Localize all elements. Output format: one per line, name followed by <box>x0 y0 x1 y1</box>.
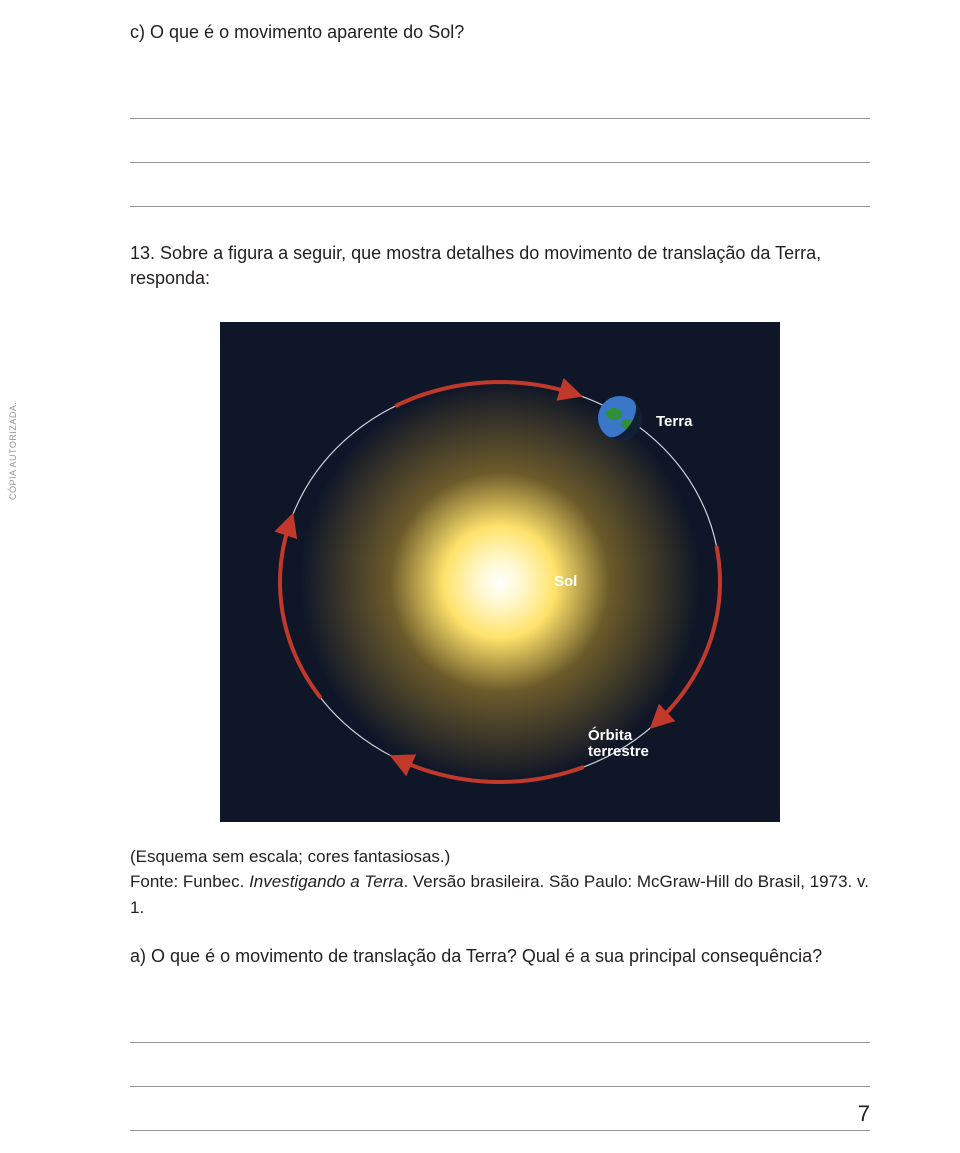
question-c-text: O que é o movimento aparente do Sol? <box>150 22 464 42</box>
caption-src-pre: Fonte: Funbec. <box>130 872 249 891</box>
question-13a: a) O que é o movimento de translação da … <box>130 944 870 969</box>
question-13a-text: O que é o movimento de translação da Ter… <box>151 946 822 966</box>
question-13-prefix: 13. <box>130 243 155 263</box>
answer-line[interactable] <box>130 1087 870 1131</box>
question-c: c) O que é o movimento aparente do Sol? <box>130 20 870 45</box>
orbit-svg <box>220 322 780 822</box>
caption-src-italic: Investigando a Terra <box>249 872 403 891</box>
question-13: 13. Sobre a figura a seguir, que mostra … <box>130 241 870 291</box>
label-orbita: Órbita terrestre <box>588 728 649 761</box>
answer-lines-13a <box>130 999 870 1131</box>
question-13a-prefix: a) <box>130 946 146 966</box>
answer-line[interactable] <box>130 163 870 207</box>
page-number: 7 <box>858 1101 870 1127</box>
question-13-text: Sobre a figura a seguir, que mostra deta… <box>130 243 821 288</box>
diagram-wrap: Terra Sol Órbita terrestre <box>220 322 780 822</box>
label-terra: Terra <box>656 414 692 431</box>
answer-line[interactable] <box>130 999 870 1043</box>
diagram-caption: (Esquema sem escala; cores fantasiosas.)… <box>130 844 870 921</box>
caption-line-1: (Esquema sem escala; cores fantasiosas.) <box>130 844 870 870</box>
orbit-diagram: Terra Sol Órbita terrestre <box>220 322 780 822</box>
answer-line[interactable] <box>130 119 870 163</box>
watermark: CÓPIA AUTORIZADA. <box>8 402 18 500</box>
caption-line-2: Fonte: Funbec. Investigando a Terra. Ver… <box>130 869 870 920</box>
page: CÓPIA AUTORIZADA. c) O que é o movimento… <box>0 0 960 1153</box>
label-sol: Sol <box>554 574 577 591</box>
answer-line[interactable] <box>130 1043 870 1087</box>
question-c-prefix: c) <box>130 22 145 42</box>
answer-line[interactable] <box>130 75 870 119</box>
answer-lines-c <box>130 75 870 207</box>
